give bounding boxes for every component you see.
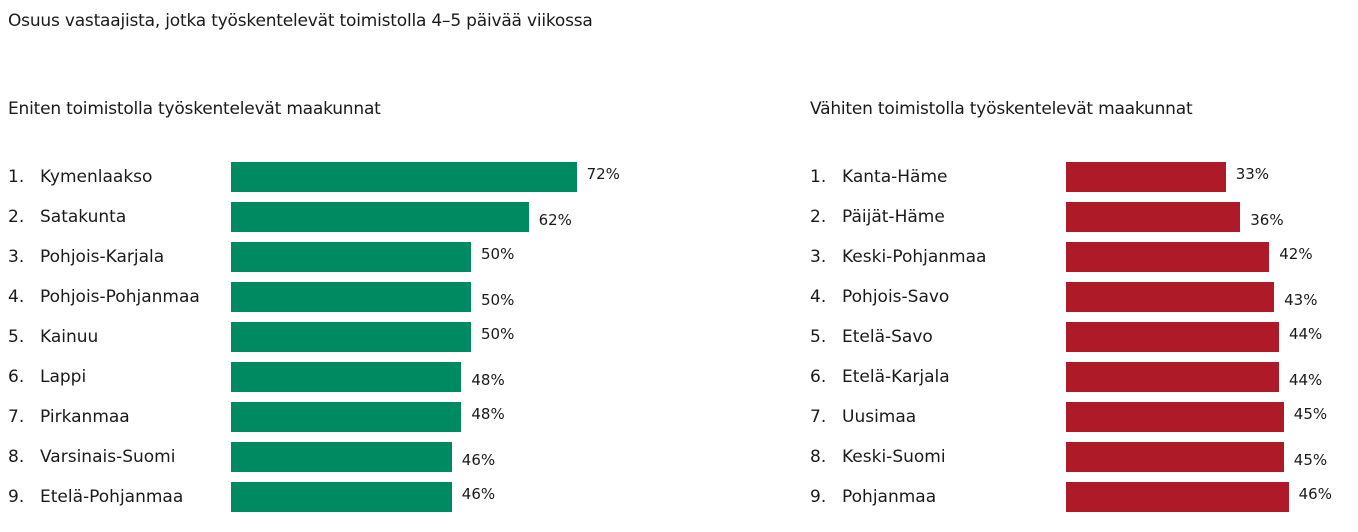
rank-label: 9.: [810, 487, 827, 507]
rank-label: 8.: [810, 447, 827, 467]
least-office-subtitle: Vähiten toimistolla työskentelevät maaku…: [810, 99, 1193, 119]
bar: [1066, 322, 1279, 352]
category-label: Etelä-Pohjanmaa: [40, 487, 184, 507]
most-office-subtitle: Eniten toimistolla työskentelevät maakun…: [8, 99, 381, 119]
category-label: Keski-Pohjanmaa: [842, 247, 987, 267]
bar: [231, 242, 471, 272]
value-label: 48%: [471, 405, 505, 423]
value-label: 48%: [471, 371, 505, 389]
category-label: Pohjanmaa: [842, 487, 937, 507]
rank-label: 2.: [8, 207, 25, 227]
bar: [1066, 282, 1275, 312]
value-label: 44%: [1288, 371, 1323, 389]
value-label: 45%: [1293, 451, 1328, 469]
category-label: Etelä-Karjala: [842, 367, 950, 387]
rank-label: 6.: [8, 367, 25, 387]
rank-label: 4.: [8, 287, 25, 307]
category-label: Satakunta: [40, 207, 127, 227]
value-label: 46%: [461, 485, 496, 503]
bar: [1066, 402, 1284, 432]
value-label: 36%: [1250, 211, 1284, 229]
bar: [231, 402, 462, 432]
category-label: Lappi: [40, 367, 87, 387]
category-label: Etelä-Savo: [842, 327, 933, 347]
category-label: Pirkanmaa: [40, 407, 130, 427]
category-label: Päijät-Häme: [842, 207, 945, 227]
bar: [1066, 362, 1279, 392]
category-label: Kainuu: [40, 327, 99, 347]
bar: [1066, 242, 1270, 272]
category-label: Kymenlaakso: [40, 167, 153, 187]
rank-label: 9.: [8, 487, 25, 507]
rank-label: 7.: [810, 407, 827, 427]
rank-label: 3.: [810, 247, 827, 267]
category-label: Pohjois-Pohjanmaa: [40, 287, 200, 307]
value-label: 42%: [1279, 245, 1313, 263]
category-label: Uusimaa: [842, 407, 917, 427]
rank-label: 1.: [810, 167, 827, 187]
bar: [231, 442, 452, 472]
category-label: Varsinais-Suomi: [40, 447, 176, 467]
value-label: 72%: [586, 165, 620, 183]
value-label: 50%: [481, 325, 515, 343]
category-label: Keski-Suomi: [842, 447, 946, 467]
bar: [1066, 202, 1241, 232]
rank-label: 5.: [810, 327, 827, 347]
bar: [1066, 442, 1284, 472]
rank-label: 1.: [8, 167, 25, 187]
bar: [231, 482, 452, 512]
bar: [1066, 162, 1226, 192]
value-label: 44%: [1288, 325, 1323, 343]
bar: [231, 162, 577, 192]
value-label: 46%: [1298, 485, 1332, 503]
rank-label: 3.: [8, 247, 25, 267]
rank-label: 4.: [810, 287, 827, 307]
value-label: 50%: [481, 291, 515, 309]
category-label: Kanta-Häme: [842, 167, 948, 187]
rank-label: 2.: [810, 207, 827, 227]
rank-label: 8.: [8, 447, 25, 467]
rank-label: 6.: [810, 367, 827, 387]
category-label: Pohjois-Karjala: [40, 247, 165, 267]
rank-label: 5.: [8, 327, 25, 347]
bar: [231, 322, 471, 352]
bar: [1066, 482, 1289, 512]
bar: [231, 202, 529, 232]
value-label: 50%: [481, 245, 515, 263]
chart-main-title: Osuus vastaajista, jotka työskentelevät …: [8, 11, 593, 31]
value-label: 33%: [1235, 165, 1270, 183]
rank-label: 7.: [8, 407, 25, 427]
value-label: 43%: [1284, 291, 1318, 309]
bar: [231, 282, 471, 312]
value-label: 62%: [538, 211, 572, 229]
bar: [231, 362, 462, 392]
value-label: 46%: [461, 451, 496, 469]
category-label: Pohjois-Savo: [842, 287, 950, 307]
value-label: 45%: [1293, 405, 1328, 423]
